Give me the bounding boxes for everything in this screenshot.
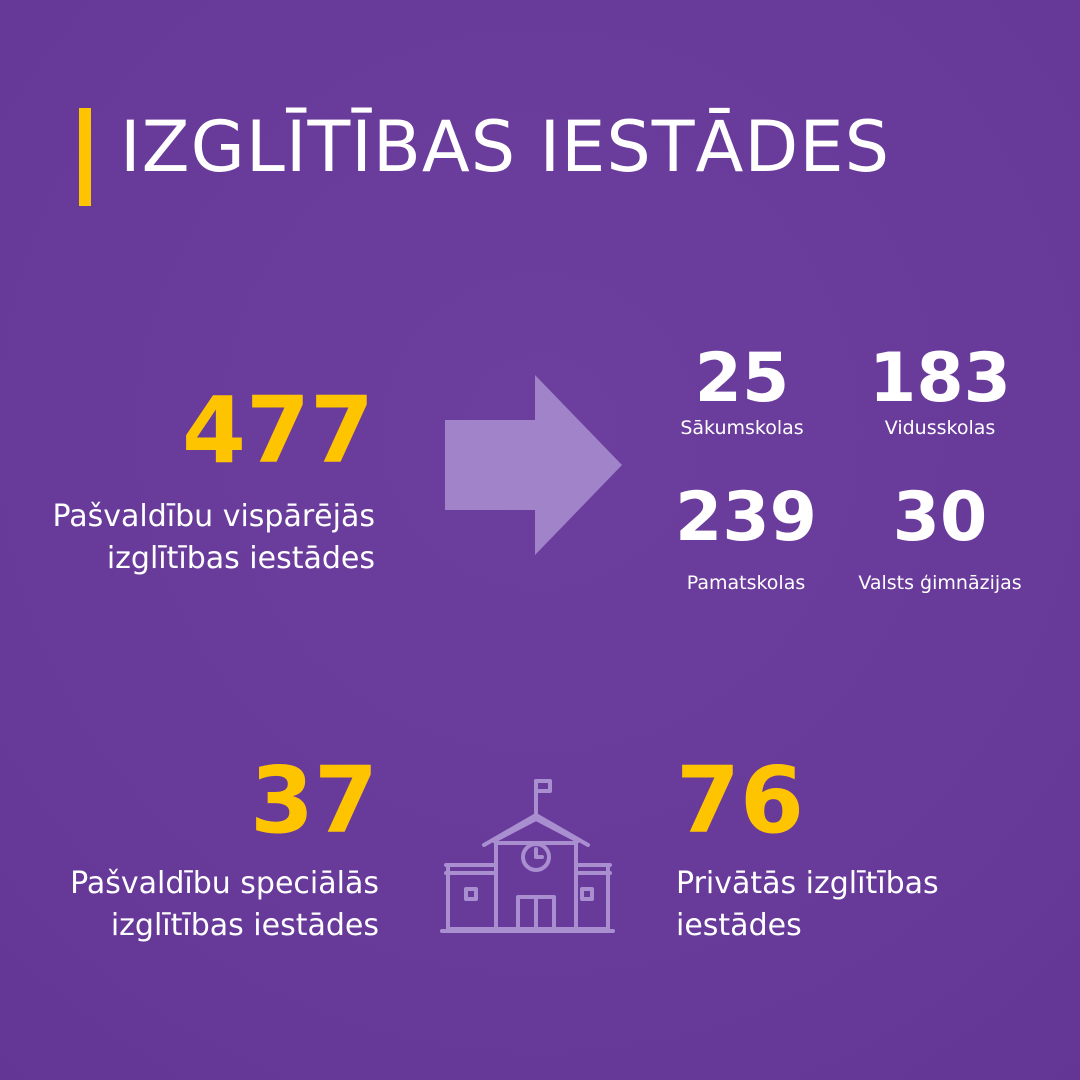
arrow-right-icon bbox=[445, 375, 622, 555]
stat-value: 25 bbox=[694, 339, 790, 418]
stat-value: 183 bbox=[869, 339, 1011, 418]
stat-label: Sākumskolas bbox=[680, 417, 804, 439]
municipal-special-count: 37 bbox=[249, 747, 378, 854]
stat-label: Vidusskolas bbox=[884, 417, 996, 439]
municipal-general-label-line2: izglītības iestādes bbox=[106, 541, 375, 576]
municipal-general-count: 477 bbox=[181, 377, 374, 484]
title-accent-bar bbox=[79, 108, 91, 206]
page-title: IZGLĪTĪBAS IESTĀDES bbox=[120, 106, 890, 188]
municipal-general-label-line1: Pašvaldību vispārējās bbox=[52, 499, 376, 534]
stat-basic-schools: 239 Pamatskolas bbox=[656, 484, 836, 593]
stat-label: Valsts ģimnāzijas bbox=[858, 572, 1022, 594]
stat-primary-schools: 25 Sākumskolas bbox=[652, 345, 832, 438]
stat-value: 239 bbox=[675, 478, 817, 557]
stat-value: 30 bbox=[892, 478, 988, 557]
private-label-line2: iestādes bbox=[676, 908, 802, 943]
stat-secondary-schools: 183 Vidusskolas bbox=[850, 345, 1030, 438]
municipal-special-label: Pašvaldību speciālās izglītības iestādes bbox=[70, 863, 379, 947]
private-label: Privātās izglītības iestādes bbox=[676, 863, 939, 947]
stat-state-gymnasiums: 30 Valsts ģimnāzijas bbox=[850, 484, 1030, 593]
private-count: 76 bbox=[676, 747, 805, 854]
stat-label: Pamatskolas bbox=[686, 572, 806, 594]
municipal-general-label: Pašvaldību vispārējās izglītības iestāde… bbox=[53, 496, 376, 580]
municipal-special-label-line1: Pašvaldību speciālās bbox=[70, 866, 379, 901]
school-building-icon bbox=[440, 779, 615, 933]
private-label-line1: Privātās izglītības bbox=[676, 866, 939, 901]
municipal-special-label-line2: izglītības iestādes bbox=[110, 908, 379, 943]
